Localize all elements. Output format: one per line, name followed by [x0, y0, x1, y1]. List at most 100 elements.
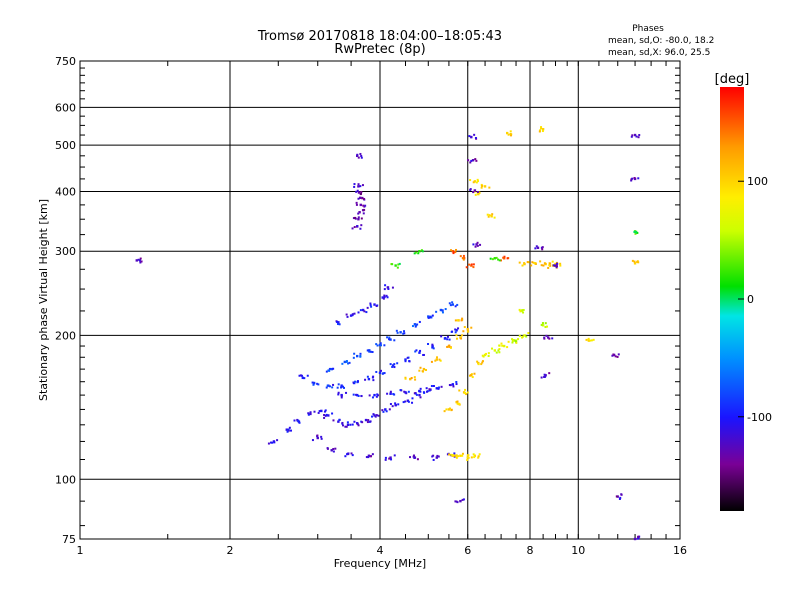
scatter-point: [373, 303, 376, 306]
scatter-point: [316, 436, 319, 440]
scatter-point-trace: [498, 351, 501, 354]
scatter-point-trace: [366, 306, 369, 309]
x-tick-label: 4: [377, 544, 384, 557]
scatter-point-trace: [448, 453, 451, 456]
scatter-point-trace: [455, 456, 458, 459]
scatter-point-trace: [323, 413, 326, 416]
scatter-point-trace: [386, 336, 389, 339]
scatter-point-trace: [361, 184, 364, 187]
scatter-point-trace: [357, 212, 360, 215]
scatter-point-trace: [419, 366, 422, 369]
scatter-point: [502, 344, 506, 348]
scatter-point-trace: [393, 339, 396, 342]
scatter-point-trace: [466, 391, 469, 394]
scatter-point-trace: [461, 334, 464, 337]
scatter-point-trace: [474, 245, 477, 248]
scatter-point-trace: [357, 216, 360, 219]
scatter-point-trace: [347, 452, 350, 455]
scatter-point: [435, 387, 438, 390]
scatter-point-trace: [534, 247, 537, 250]
scatter-point: [285, 428, 288, 431]
scatter-point-trace: [331, 386, 334, 389]
scatter-point-trace: [352, 393, 355, 396]
y-tick-label: 200: [55, 329, 76, 342]
scatter-point: [373, 393, 376, 397]
scatter-point-trace: [312, 383, 315, 386]
scatter-point-trace: [458, 402, 461, 405]
scatter-point-trace: [435, 356, 438, 359]
scatter-point-trace: [342, 424, 345, 427]
scatter-point: [541, 127, 545, 131]
scatter-point-trace: [376, 393, 379, 396]
grid-lines: [80, 61, 680, 539]
scatter-point-trace: [454, 500, 457, 503]
scatter-point-trace: [481, 361, 484, 364]
scatter-point-trace: [357, 394, 360, 397]
scatter-point-trace: [440, 335, 443, 338]
scatter-point-trace: [359, 355, 362, 358]
scatter-point-trace: [437, 387, 440, 390]
scatter-point-trace: [287, 428, 290, 431]
y-tick-label: 600: [55, 101, 76, 114]
scatter-point-trace: [523, 262, 526, 265]
scatter-point-trace: [362, 204, 365, 207]
scatter-point-trace: [488, 214, 491, 217]
scatter-point: [357, 191, 361, 194]
scatter-point-trace: [636, 260, 639, 263]
scatter-point-trace: [394, 404, 397, 407]
scatter-point-trace: [489, 257, 492, 260]
scatter-point-trace: [455, 337, 458, 340]
scatter-point-trace: [443, 410, 446, 413]
scatter-point-trace: [432, 347, 435, 350]
scatter-point-trace: [359, 309, 362, 312]
scatter-point-trace: [456, 501, 459, 504]
scatter-point: [343, 360, 347, 364]
scatter-point-trace: [472, 453, 475, 456]
scatter-point-trace: [462, 254, 465, 257]
scatter-point-trace: [398, 262, 401, 265]
scatter-point: [490, 215, 493, 218]
scatter-point-trace: [521, 309, 524, 312]
scatter-point-trace: [369, 455, 372, 458]
scatter-point-trace: [360, 395, 363, 398]
scatter-point-trace: [481, 360, 484, 363]
scatter-point-trace: [498, 347, 501, 350]
scatter-point-trace: [470, 136, 473, 139]
scatter-point-trace: [474, 189, 477, 192]
scatter-point-trace: [397, 403, 400, 406]
scatter-point-trace: [475, 181, 478, 184]
scatter-point-trace: [507, 133, 510, 136]
scatter-point-trace: [348, 361, 351, 364]
scatter-point-trace: [138, 259, 141, 262]
scatter-point-trace: [491, 347, 494, 350]
scatter-point: [505, 131, 509, 135]
scatter-point-trace: [630, 179, 633, 182]
scatter-point-trace: [456, 303, 459, 306]
scatter-point-trace: [538, 129, 541, 132]
scatter-point-trace: [371, 415, 374, 418]
scatter-point-trace: [495, 351, 498, 354]
scatter-point-trace: [406, 356, 409, 359]
scatter-point-trace: [457, 327, 460, 330]
scatter-point-trace: [478, 191, 481, 194]
scatter-point-trace: [388, 457, 391, 460]
x-tick-label: 10: [571, 544, 585, 557]
scatter-point-trace: [372, 413, 375, 416]
scatter-point-trace: [466, 458, 469, 461]
scatter-point-trace: [473, 190, 476, 193]
scatter-point-trace: [452, 252, 455, 255]
scatter-point: [418, 351, 421, 354]
scatter-point-trace: [318, 410, 321, 413]
scatter-point-trace: [419, 349, 422, 352]
scatter-point: [422, 367, 426, 371]
scatter-point-trace: [384, 408, 387, 411]
scatter-point-trace: [526, 261, 529, 264]
scatter-point-trace: [456, 319, 459, 322]
scatter-point-trace: [472, 266, 475, 269]
scatter-point: [466, 328, 469, 331]
scatter-point-trace: [454, 319, 457, 322]
tick-labels: 1 2 4 6 8 10 16 75 100 200 300 400 500 600 750: [55, 55, 687, 557]
scatter-point-trace: [397, 263, 400, 266]
scatter-point-trace: [543, 373, 546, 376]
scatter-point-trace: [411, 325, 414, 328]
